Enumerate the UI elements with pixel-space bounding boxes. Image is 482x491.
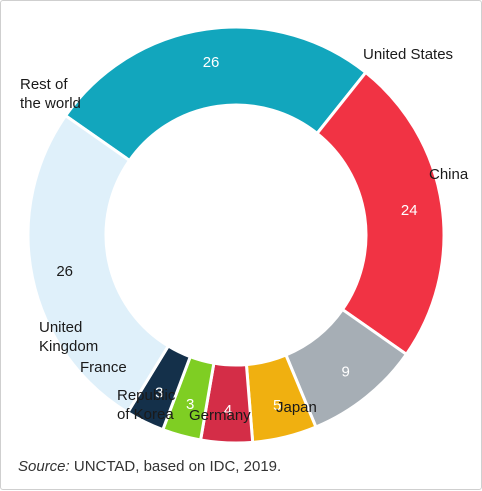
slice-united-states xyxy=(63,25,368,163)
value-label-united-kingdom: 3 xyxy=(155,384,163,401)
category-label-japan: Japan xyxy=(276,399,317,416)
category-label-united-states: United States xyxy=(363,46,453,63)
source-text: UNCTAD, based on IDC, 2019. xyxy=(69,458,282,475)
category-label-germany: Germany xyxy=(189,407,251,424)
source-prefix: Source: xyxy=(18,458,70,475)
value-label-china: 24 xyxy=(401,202,418,219)
slices-group xyxy=(26,25,446,445)
category-label-rest-of-the-world: Rest of the world xyxy=(20,76,81,112)
value-label-united-states: 26 xyxy=(203,54,220,71)
slice-rest-of-the-world xyxy=(26,113,171,415)
category-labels-group: United States China Japan Germany Republic of… xyxy=(20,46,469,424)
category-label-france: France xyxy=(80,359,127,376)
category-label-united-kingdom: United Kingdom xyxy=(39,319,98,355)
value-label-germany: 5 xyxy=(273,397,281,414)
slice-china xyxy=(314,70,446,357)
value-label-republic-of-korea: 4 xyxy=(224,402,232,419)
value-labels-group: 26 24 9 5 4 3 3 26 xyxy=(56,54,417,419)
value-label-rest-of-the-world: 26 xyxy=(56,263,73,280)
source-note: Source: UNCTAD, based on IDC, 2019. xyxy=(18,458,281,475)
value-label-france: 3 xyxy=(186,396,194,413)
category-label-china: China xyxy=(429,166,469,183)
category-label-republic-of-korea: Republic of Korea xyxy=(117,387,176,423)
value-label-japan: 9 xyxy=(341,363,349,380)
